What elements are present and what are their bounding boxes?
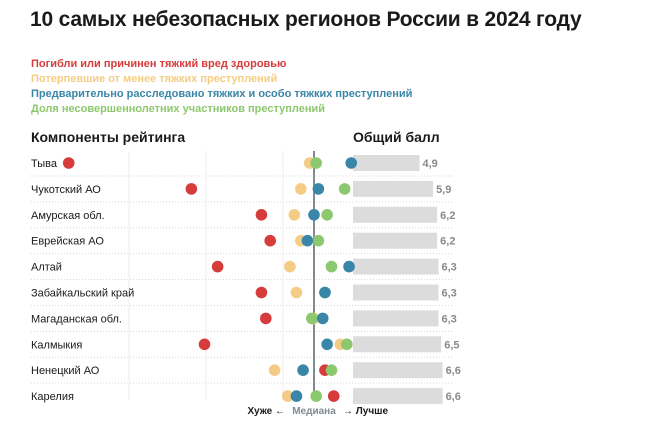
dot-investigated xyxy=(343,260,355,273)
score-bar xyxy=(353,362,443,379)
region-label: Карелия xyxy=(31,391,74,403)
region-label: Чукотский АО xyxy=(31,184,101,196)
dot-victims xyxy=(268,364,281,377)
axis-better-label: → Лучше xyxy=(343,406,388,417)
legend-item-investigated: Предварительно расследовано тяжких и осо… xyxy=(31,88,413,100)
chart-title: 10 самых небезопасных регионов России в … xyxy=(30,8,582,31)
dot-deaths xyxy=(255,286,268,299)
dot-investigated xyxy=(321,338,333,351)
dot-minors xyxy=(310,390,322,402)
region-label: Еврейская АО xyxy=(31,236,104,248)
score-label: 5,9 xyxy=(436,184,451,196)
dot-minors xyxy=(306,312,318,325)
score-bar xyxy=(353,258,439,275)
dot-investigated xyxy=(308,209,320,221)
dot-deaths xyxy=(264,234,277,247)
score-bar xyxy=(353,336,442,353)
legend-item-deaths: Погибли или причинен тяжкий вред здоровь… xyxy=(31,58,287,70)
dot-minors xyxy=(325,364,338,377)
axis-worse-label: Хуже ← xyxy=(247,406,285,417)
dot-deaths xyxy=(255,209,268,221)
dot-minors xyxy=(341,338,353,351)
region-label: Амурская обл. xyxy=(31,210,105,222)
score-bar xyxy=(353,180,434,197)
score-label: 6,3 xyxy=(442,288,457,300)
dot-minors xyxy=(338,183,351,195)
score-bar xyxy=(353,284,439,301)
dot-minors xyxy=(321,209,333,221)
score-label: 6,6 xyxy=(446,365,461,377)
score-label: 6,3 xyxy=(442,262,457,274)
dot-minors xyxy=(310,157,322,169)
legend-item-victims: Потерпевшие от менее тяжких преступлений xyxy=(31,73,278,85)
region-label: Ненецкий АО xyxy=(31,365,100,377)
score-bar xyxy=(353,388,443,405)
dot-deaths xyxy=(327,390,340,402)
score-label: 6,3 xyxy=(442,313,457,325)
dot-investigated xyxy=(345,157,358,169)
score-bar xyxy=(353,310,439,327)
legend-item-minors: Доля несовершеннолетних участников прест… xyxy=(31,103,326,115)
score-bar xyxy=(353,206,438,223)
dot-investigated xyxy=(297,364,309,377)
score-label: 6,2 xyxy=(440,236,455,248)
legend: Погибли или причинен тяжкий вред здоровь… xyxy=(31,57,412,117)
dot-minors xyxy=(325,260,338,273)
components-header: Компоненты рейтинга xyxy=(31,129,186,145)
score-header: Общий балл xyxy=(353,129,440,145)
region-label: Забайкальский край xyxy=(31,288,134,300)
region-label: Магаданская обл. xyxy=(31,313,122,325)
score-bar xyxy=(353,232,438,249)
dot-victims xyxy=(288,209,301,221)
dot-victims xyxy=(281,390,294,402)
dot-investigated xyxy=(316,312,329,325)
dot-investigated xyxy=(319,286,331,299)
axis-median-label: Медиана xyxy=(292,406,336,417)
region-label: Калмыкия xyxy=(31,339,82,351)
dot-deaths xyxy=(211,260,224,273)
score-label: 6,2 xyxy=(440,210,455,222)
dot-deaths xyxy=(198,338,211,351)
dot-victims xyxy=(284,260,296,273)
dot-minors xyxy=(312,234,325,247)
dot-investigated xyxy=(290,390,303,402)
score-label: 6,5 xyxy=(444,339,459,351)
dot-deaths xyxy=(185,183,198,195)
dot-victims xyxy=(290,286,303,299)
score-label: 6,6 xyxy=(446,391,461,403)
region-label: Тыва xyxy=(31,158,58,170)
dot-deaths xyxy=(260,312,272,325)
dot-investigated xyxy=(301,234,314,247)
dot-deaths xyxy=(62,157,75,169)
dot-investigated xyxy=(312,183,325,195)
region-label: Алтай xyxy=(31,262,62,274)
score-label: 4,9 xyxy=(423,158,438,170)
dot-victims xyxy=(295,183,307,195)
score-bar xyxy=(353,155,420,171)
